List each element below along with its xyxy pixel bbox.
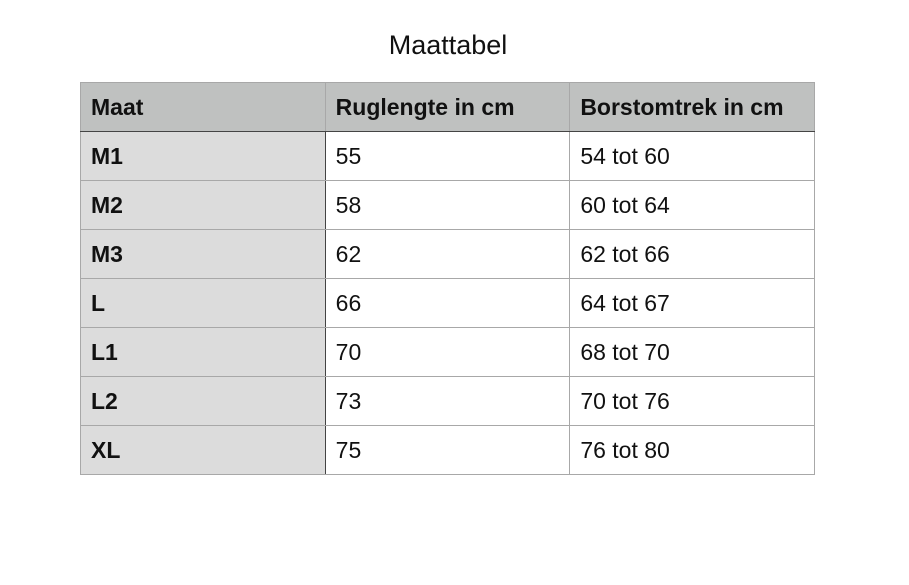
size-cell: M1	[80, 131, 326, 181]
chest-cell: 76 tot 80	[569, 425, 815, 475]
back-length-cell: 75	[324, 425, 571, 475]
header-row: Maat Ruglengte in cm Borstomtrek in cm	[80, 82, 815, 132]
table-row: M2 58 60 tot 64	[80, 180, 815, 230]
table-row: XL 75 76 tot 80	[80, 425, 815, 475]
table-row: L 66 64 tot 67	[80, 278, 815, 328]
back-length-cell: 66	[324, 278, 571, 328]
back-length-cell: 58	[324, 180, 571, 230]
size-cell: L	[80, 278, 326, 328]
size-cell: L1	[80, 327, 326, 377]
chest-cell: 68 tot 70	[569, 327, 815, 377]
table-row: M1 55 54 tot 60	[80, 131, 815, 181]
size-cell: L2	[80, 376, 326, 426]
header-cell: Maat	[80, 82, 326, 132]
back-length-cell: 73	[324, 376, 571, 426]
size-cell: M3	[80, 229, 326, 279]
table-row: L2 73 70 tot 76	[80, 376, 815, 426]
table-row: L1 70 68 tot 70	[80, 327, 815, 377]
chest-cell: 62 tot 66	[569, 229, 815, 279]
back-length-cell: 70	[324, 327, 571, 377]
back-length-cell: 62	[324, 229, 571, 279]
header-cell: Borstomtrek in cm	[569, 82, 815, 132]
size-cell: M2	[80, 180, 326, 230]
header-cell: Ruglengte in cm	[324, 82, 571, 132]
chest-cell: 54 tot 60	[569, 131, 815, 181]
page-title: Maattabel	[388, 30, 508, 60]
chest-cell: 64 tot 67	[569, 278, 815, 328]
table-row: M3 62 62 tot 66	[80, 229, 815, 279]
size-cell: XL	[80, 425, 326, 475]
size-table: Maat Ruglengte in cm Borstomtrek in cm M…	[80, 82, 815, 475]
chest-cell: 60 tot 64	[569, 180, 815, 230]
back-length-cell: 55	[324, 131, 571, 181]
chest-cell: 70 tot 76	[569, 376, 815, 426]
